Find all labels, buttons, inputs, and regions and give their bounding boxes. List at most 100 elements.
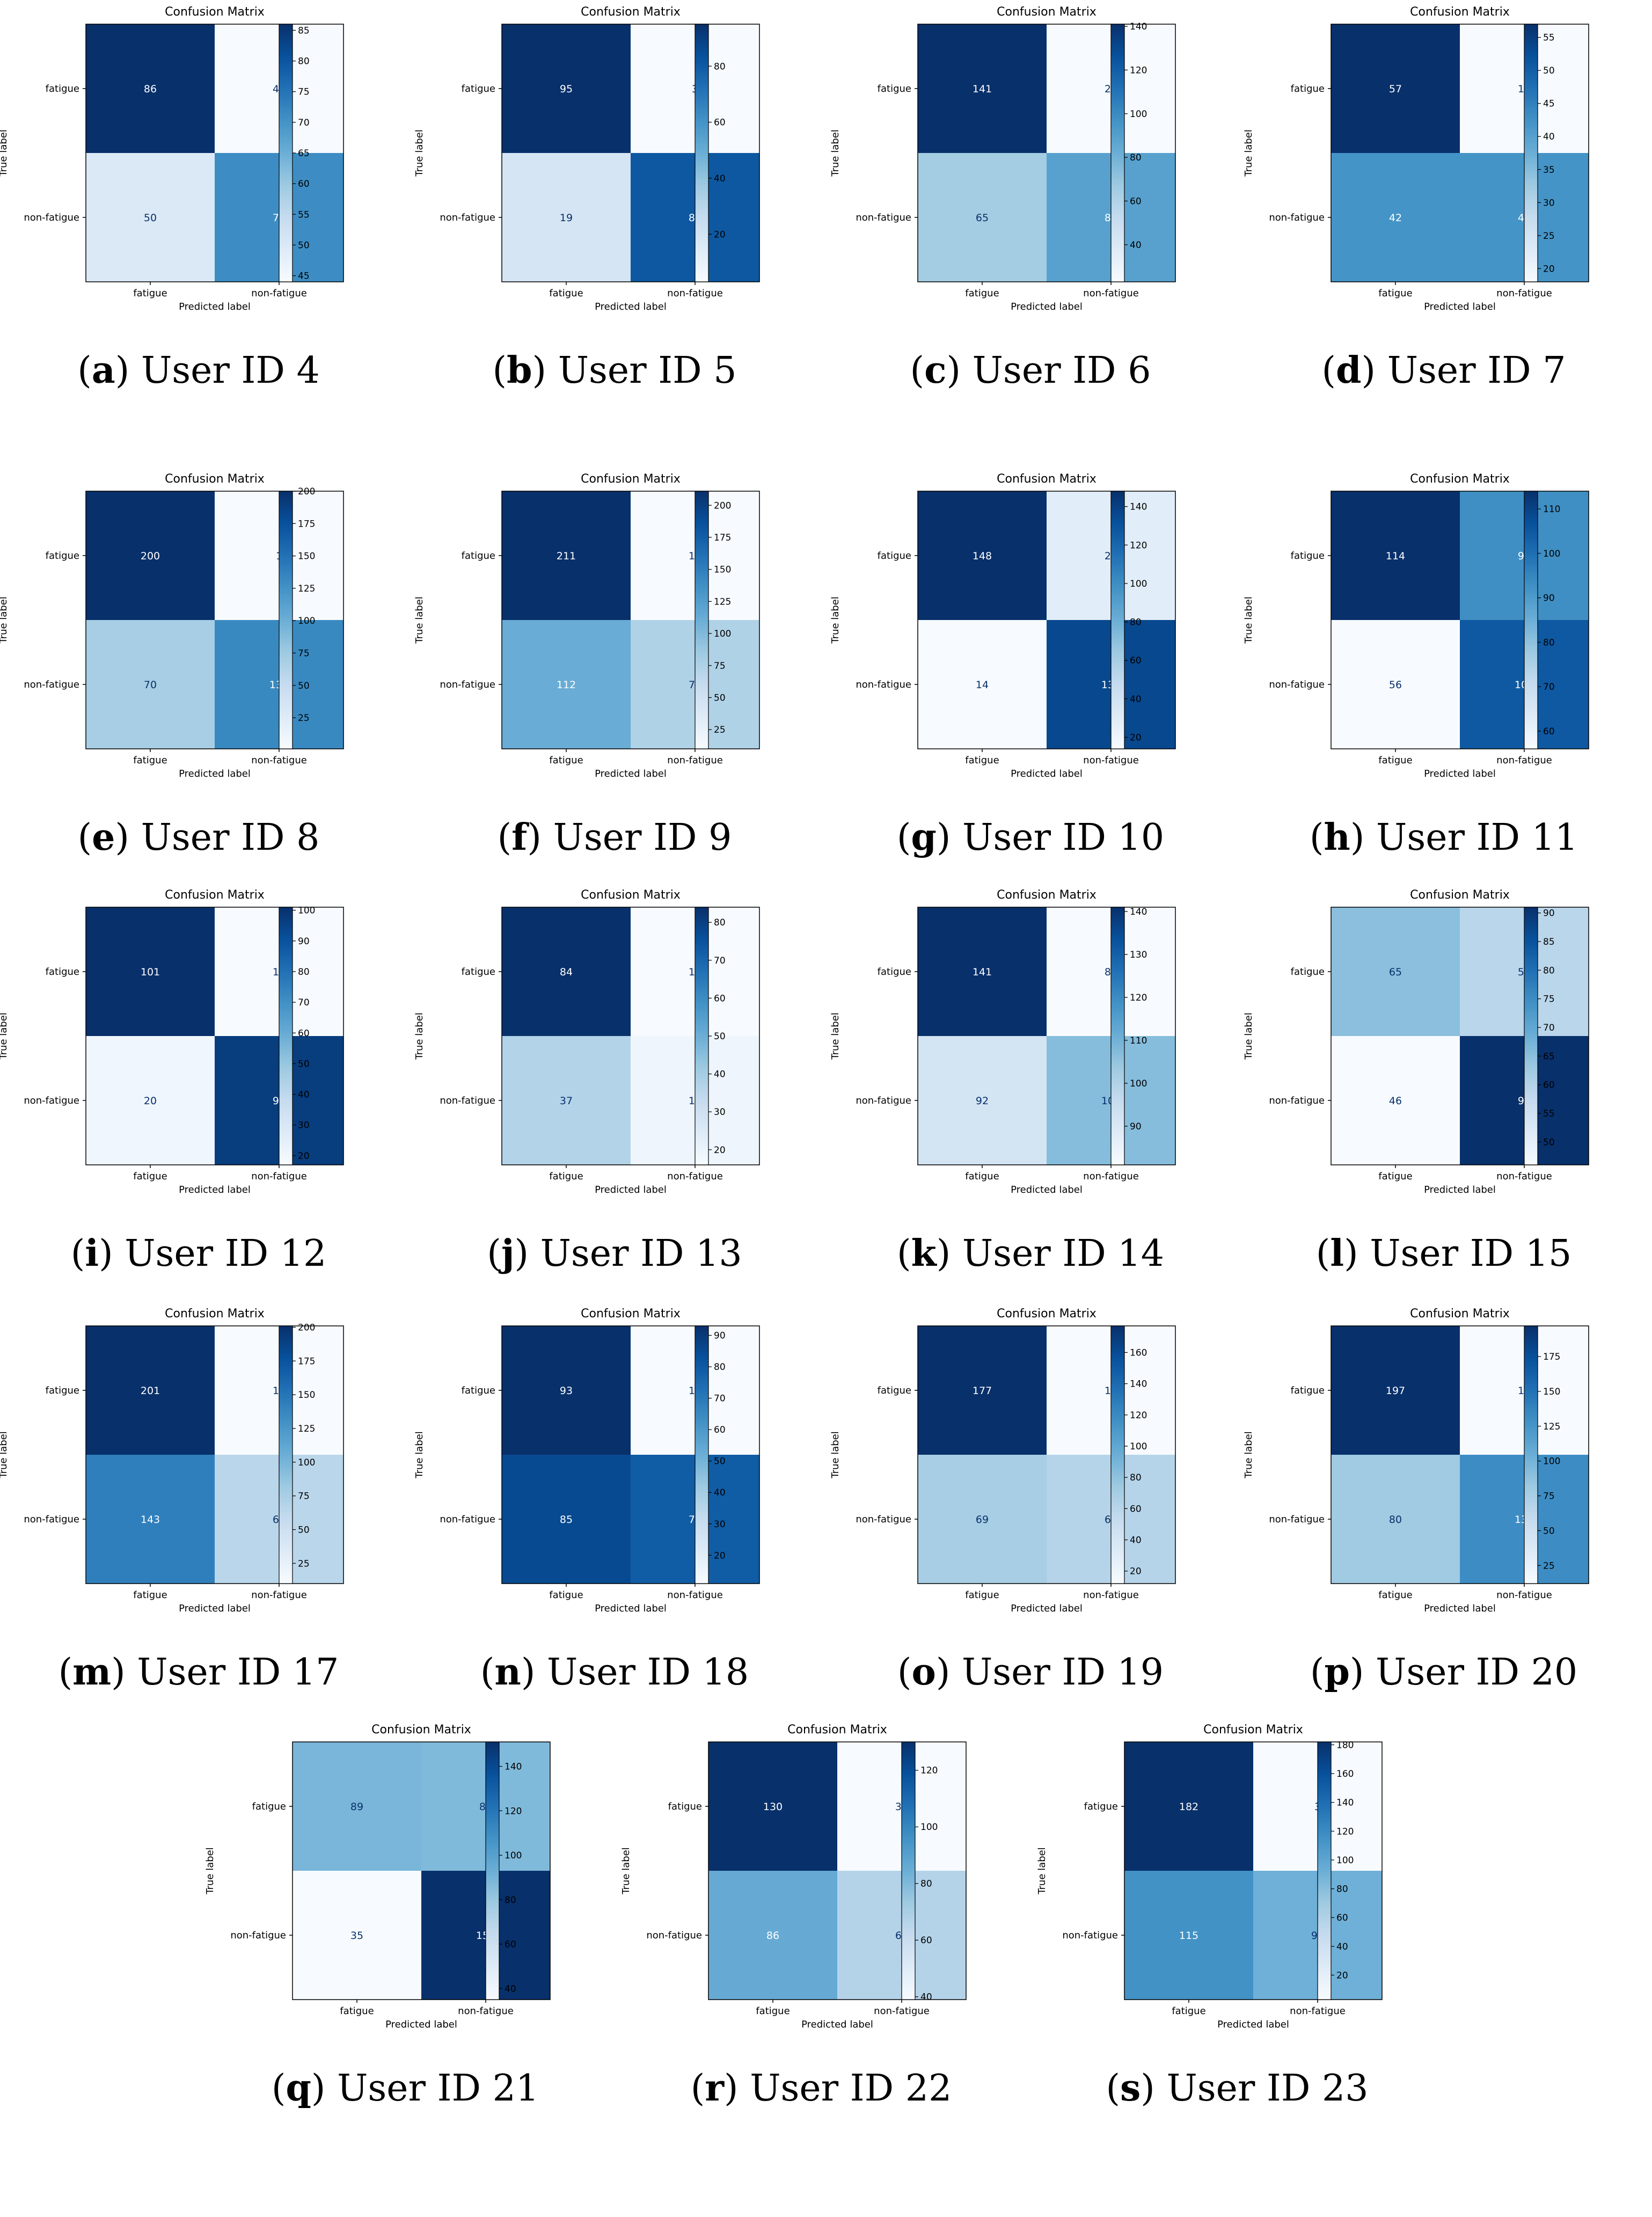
colorbar-tick-label: 60 bbox=[920, 1935, 932, 1946]
colorbar-tick-label: 50 bbox=[714, 1031, 726, 1042]
colorbar bbox=[1110, 24, 1125, 282]
y-tick-label: fatigue bbox=[46, 1385, 79, 1396]
subfigure-caption: (g) User ID 10 bbox=[896, 816, 1165, 859]
colorbar-tick-label: 160 bbox=[1130, 1347, 1147, 1358]
cell-value-r0-c0: 101 bbox=[141, 966, 160, 978]
cell-value-r1-c0: 115 bbox=[1179, 1930, 1198, 1942]
x-tick-label: non-fatigue bbox=[1083, 288, 1139, 299]
colorbar-tick-label: 20 bbox=[1130, 1566, 1142, 1577]
colorbar-tick-label: 80 bbox=[298, 967, 310, 978]
y-tick-label: fatigue bbox=[878, 966, 911, 978]
colorbar-tick-label: 100 bbox=[1130, 1078, 1147, 1089]
matrix-cell-r1-c0 bbox=[86, 1036, 215, 1165]
x-tick-label: non-fatigue bbox=[1496, 288, 1552, 299]
colorbar-tick-label: 20 bbox=[714, 1550, 726, 1561]
subfigure-caption: (c) User ID 6 bbox=[910, 349, 1151, 392]
confusion-matrix-chart-p: Confusion Matrix1971280131fatiguefatigue… bbox=[1243, 1307, 1589, 1614]
confusion-matrix-panel-q: Confusion Matrix898735151fatiguefatiguen… bbox=[204, 1723, 604, 2217]
cell-value-r0-c0: 114 bbox=[1386, 550, 1405, 562]
x-tick-label: fatigue bbox=[1378, 1589, 1412, 1601]
subfigure-caption-text: User ID 17 bbox=[137, 1651, 339, 1694]
chart-title: Confusion Matrix bbox=[165, 472, 265, 486]
colorbar-tick-label: 20 bbox=[298, 1151, 310, 1162]
colorbar-tick-label: 20 bbox=[714, 229, 726, 240]
cell-value-r0-c0: 84 bbox=[560, 966, 573, 978]
matrix-cell-r0-c0 bbox=[918, 491, 1047, 620]
colorbar-tick-label: 25 bbox=[298, 713, 310, 724]
subfigure-letter: r bbox=[705, 2067, 725, 2110]
colorbar-tick-label: 80 bbox=[298, 56, 310, 67]
colorbar-tick-label: 140 bbox=[1130, 1379, 1147, 1390]
subfigure-letter: e bbox=[92, 816, 115, 859]
y-axis-label: True label bbox=[1243, 596, 1254, 644]
cell-value-r1-c0: 37 bbox=[560, 1095, 573, 1107]
colorbar-tick-label: 40 bbox=[714, 1069, 726, 1080]
colorbar-tick-label: 120 bbox=[1130, 540, 1147, 551]
x-tick-label: fatigue bbox=[549, 755, 583, 766]
confusion-matrix-panel-o: Confusion Matrix177126962fatiguefatiguen… bbox=[830, 1307, 1229, 1801]
confusion-matrix-chart-b: Confusion Matrix9531981fatiguefatiguenon… bbox=[414, 5, 760, 312]
subfigure-caption: (m) User ID 17 bbox=[58, 1651, 339, 1694]
colorbar-tick-label: 100 bbox=[1543, 1456, 1560, 1467]
matrix-cell-r1-c0 bbox=[502, 153, 631, 282]
subfigure-caption: (q) User ID 21 bbox=[271, 2067, 539, 2110]
y-tick-label: non-fatigue bbox=[856, 679, 911, 690]
y-tick-label: fatigue bbox=[1291, 83, 1325, 94]
y-axis-label: True label bbox=[830, 1012, 841, 1060]
colorbar-tick-label: 20 bbox=[1336, 1970, 1348, 1981]
matrix-cell-r1-c0 bbox=[502, 1455, 631, 1584]
colorbar-tick-label: 60 bbox=[714, 993, 726, 1004]
y-axis-label: True label bbox=[414, 596, 425, 644]
x-tick-label: fatigue bbox=[1378, 1171, 1412, 1182]
x-tick-label: non-fatigue bbox=[251, 1589, 307, 1601]
y-tick-label: non-fatigue bbox=[856, 212, 911, 223]
x-axis-label: Predicted label bbox=[1424, 1603, 1496, 1614]
y-tick-label: non-fatigue bbox=[1269, 1514, 1325, 1525]
x-axis-label: Predicted label bbox=[595, 1603, 667, 1614]
y-axis-label: True label bbox=[1036, 1847, 1048, 1895]
matrix-cell-r1-c0 bbox=[293, 1871, 421, 2000]
subfigure-caption: (o) User ID 19 bbox=[897, 1651, 1164, 1694]
x-tick-label: non-fatigue bbox=[251, 755, 307, 766]
y-axis-label: True label bbox=[1243, 1431, 1254, 1479]
x-tick-label: non-fatigue bbox=[667, 1171, 723, 1182]
matrix-cell-r0-c0 bbox=[918, 1326, 1047, 1455]
chart-title: Confusion Matrix bbox=[1410, 888, 1510, 902]
confusion-matrix-panel-r: Confusion Matrix130398667fatiguefatiguen… bbox=[620, 1723, 1020, 2217]
cell-value-r1-c0: 42 bbox=[1389, 212, 1402, 224]
colorbar-tick-label: 40 bbox=[1336, 1942, 1348, 1952]
subfigure-caption-text: User ID 12 bbox=[125, 1233, 327, 1275]
colorbar-tick-label: 120 bbox=[505, 1806, 522, 1817]
x-tick-label: fatigue bbox=[133, 1171, 167, 1182]
colorbar-tick-label: 80 bbox=[1336, 1884, 1348, 1895]
subfigure-caption-text: User ID 14 bbox=[962, 1233, 1164, 1275]
confusion-matrix-panel-l: Confusion Matrix65594691fatiguefatigueno… bbox=[1243, 888, 1642, 1382]
subfigure-letter: h bbox=[1324, 816, 1350, 859]
subfigure-caption-text: User ID 19 bbox=[961, 1651, 1164, 1694]
matrix-cell-r1-c0 bbox=[502, 1036, 631, 1165]
matrix-cell-r0-c0 bbox=[1331, 24, 1460, 153]
colorbar-tick-label: 150 bbox=[1543, 1387, 1560, 1397]
subfigure-caption-text: User ID 21 bbox=[337, 2067, 539, 2110]
y-axis-label: True label bbox=[414, 1012, 425, 1060]
colorbar-tick-label: 60 bbox=[1543, 726, 1555, 737]
y-axis-label: True label bbox=[0, 1012, 9, 1060]
x-axis-label: Predicted label bbox=[1217, 2019, 1289, 2030]
x-axis-label: Predicted label bbox=[595, 768, 667, 779]
subfigure-letter: j bbox=[501, 1232, 515, 1275]
matrix-frame bbox=[1331, 491, 1589, 749]
confusion-matrix-chart-l: Confusion Matrix65594691fatiguefatigueno… bbox=[1243, 888, 1589, 1195]
x-tick-label: fatigue bbox=[965, 755, 999, 766]
matrix-cell-r0-c0 bbox=[502, 907, 631, 1036]
colorbar-tick-label: 80 bbox=[1130, 617, 1142, 628]
x-axis-label: Predicted label bbox=[1011, 301, 1083, 312]
x-axis-label: Predicted label bbox=[1424, 301, 1496, 312]
subfigure-caption: (b) User ID 5 bbox=[492, 349, 737, 392]
colorbar-tick-label: 140 bbox=[1336, 1798, 1354, 1808]
colorbar-tick-label: 100 bbox=[1543, 549, 1560, 559]
y-tick-label: non-fatigue bbox=[24, 1514, 79, 1525]
chart-title: Confusion Matrix bbox=[1410, 1307, 1510, 1321]
colorbar-tick-label: 20 bbox=[1130, 733, 1142, 743]
matrix-cell-r0-c0 bbox=[86, 1326, 215, 1455]
cell-value-r1-c0: 70 bbox=[144, 679, 157, 691]
